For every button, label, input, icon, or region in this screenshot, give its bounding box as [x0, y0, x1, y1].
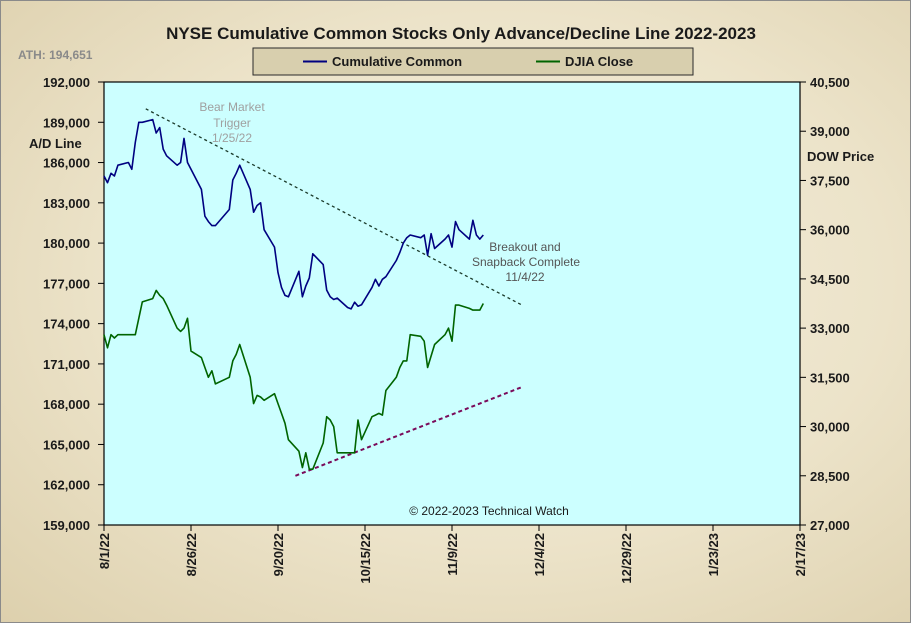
right-axis-label: DOW Price — [807, 149, 874, 164]
annotation-breakout-line1: Breakout and — [489, 240, 560, 254]
x-tick-label: 8/1/22 — [97, 533, 112, 569]
right-tick-label: 27,000 — [810, 518, 850, 533]
x-tick-label: 10/15/22 — [358, 533, 373, 584]
right-axis: 27,000 28,500 30,000 31,500 33,000 34,500 36,0… — [800, 75, 850, 533]
left-tick-label: 177,000 — [43, 276, 90, 291]
series-lines — [103, 118, 485, 471]
annotation-bear-market-line2: Trigger — [213, 116, 251, 130]
annotation-bear-market-line1: Bear Market — [199, 100, 265, 114]
trendlines — [145, 108, 522, 477]
left-tick-label: 165,000 — [43, 437, 90, 452]
right-tick-label: 31,500 — [810, 370, 850, 385]
right-tick-label: 39,000 — [810, 124, 850, 139]
legend-label-djia: DJIA Close — [565, 54, 633, 69]
x-tick-label: 1/23/23 — [706, 533, 721, 576]
right-tick-label: 40,500 — [810, 75, 850, 90]
x-tick-label: 12/29/22 — [619, 533, 634, 584]
left-tick-label: 159,000 — [43, 518, 90, 533]
x-tick-label: 12/4/22 — [532, 533, 547, 576]
left-tick-label: 183,000 — [43, 196, 90, 211]
left-tick-label: 189,000 — [43, 115, 90, 130]
chart-title: NYSE Cumulative Common Stocks Only Advan… — [166, 24, 756, 43]
x-tick-label: 2/17/23 — [793, 533, 808, 576]
left-tick-label: 192,000 — [43, 75, 90, 90]
right-tick-label: 28,500 — [810, 469, 850, 484]
left-axis-label: A/D Line — [29, 136, 82, 151]
series-line-djia-close — [103, 289, 485, 471]
annotation-bear-market-line3: 1/25/22 — [212, 131, 252, 145]
copyright: © 2022-2023 Technical Watch — [409, 504, 569, 518]
x-tick-label: 9/20/22 — [271, 533, 286, 576]
annotation-breakout-line2: Snapback Complete — [472, 255, 580, 269]
annotation-breakout-line3: 11/4/22 — [505, 270, 544, 284]
left-tick-label: 168,000 — [43, 397, 90, 412]
left-axis: 159,000 162,000 165,000 168,000 171,000 174,0… — [43, 75, 104, 533]
legend-label-cumulative: Cumulative Common — [332, 54, 462, 69]
legend: Cumulative Common DJIA Close — [252, 47, 694, 76]
right-tick-label: 30,000 — [810, 420, 850, 435]
series-line-cumulative-common — [103, 118, 484, 310]
left-tick-label: 162,000 — [43, 478, 90, 493]
trendline-resistance — [145, 108, 522, 306]
left-tick-label: 186,000 — [43, 156, 90, 171]
left-tick-label: 171,000 — [43, 357, 90, 372]
right-tick-label: 33,000 — [810, 321, 850, 336]
trendline-support — [295, 386, 522, 477]
right-tick-label: 36,000 — [810, 223, 850, 238]
x-tick-label: 11/9/22 — [445, 533, 460, 576]
x-axis: 8/1/22 8/26/22 9/20/22 10/15/22 11/9/22 12/4/… — [97, 525, 808, 584]
left-tick-label: 174,000 — [43, 317, 90, 332]
x-tick-label: 8/26/22 — [184, 533, 199, 576]
right-tick-label: 37,500 — [810, 173, 850, 188]
left-tick-label: 180,000 — [43, 236, 90, 251]
right-tick-label: 34,500 — [810, 272, 850, 287]
ath-label: ATH: 194,651 — [18, 48, 93, 62]
plot-area — [103, 81, 801, 526]
